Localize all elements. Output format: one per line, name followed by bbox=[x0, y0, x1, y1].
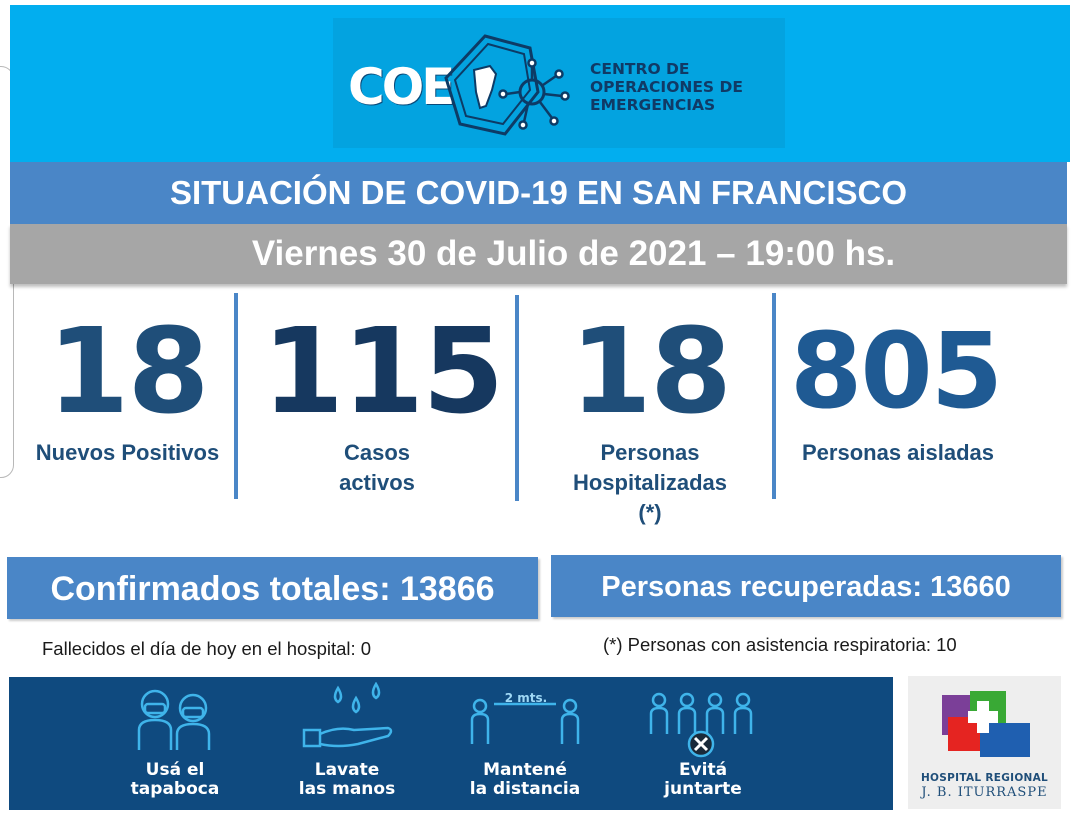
stat-label: Casos bbox=[343, 440, 411, 465]
hospital-cross-icon bbox=[942, 691, 1030, 757]
mask-icon bbox=[137, 689, 211, 750]
rule-distance: Mantené la distancia bbox=[450, 761, 600, 799]
stat-value: 18 bbox=[569, 302, 732, 440]
coe-logo-text: COE bbox=[348, 58, 455, 116]
stat-label: Personas aisladas bbox=[802, 440, 995, 465]
stat-label: Hospitalizadas bbox=[572, 470, 728, 495]
stat-label: Nuevos Positivos bbox=[35, 440, 220, 465]
report-date: Viernes 30 de Julio de 2021 – 19:00 hs. bbox=[10, 224, 1067, 284]
stat-divider bbox=[515, 295, 519, 501]
recovered-total-box: Personas recuperadas: 13660 bbox=[551, 555, 1061, 617]
coe-logo-panel bbox=[333, 18, 785, 148]
confirmed-total-box: Confirmados totales: 13866 bbox=[7, 557, 538, 619]
coe-emblem-icon bbox=[444, 34, 570, 136]
stat-divider bbox=[234, 293, 238, 499]
coe-org-line-3: EMERGENCIAS bbox=[590, 96, 716, 114]
stat-value: 115 bbox=[262, 302, 504, 440]
deaths-note: Fallecidos el día de hoy en el hospital:… bbox=[42, 638, 372, 659]
stat-active-cases: 115 Casos activos bbox=[262, 302, 504, 498]
rule-distance-line-2: la distancia bbox=[469, 779, 581, 799]
rule-distance-line-1: Mantené bbox=[483, 760, 567, 780]
stat-label: Personas bbox=[600, 440, 700, 465]
rule-mask: Usá el tapaboca bbox=[100, 761, 250, 799]
coe-org-line-1: CENTRO DE bbox=[590, 60, 690, 78]
stat-new-positives: 18 Nuevos Positivos bbox=[20, 302, 235, 468]
rule-mask-line-1: Usá el bbox=[145, 760, 205, 780]
rule-handwash-line-2: las manos bbox=[298, 779, 396, 799]
prevention-banner bbox=[9, 677, 893, 810]
rule-no-gathering-line-1: Evitá bbox=[678, 760, 728, 780]
rule-mask-line-2: tapaboca bbox=[130, 779, 220, 799]
distance-value: 2 mts. bbox=[504, 691, 548, 705]
no-gathering-icon bbox=[649, 692, 753, 758]
stat-value: 18 bbox=[47, 302, 209, 440]
distance-icon bbox=[470, 698, 580, 744]
handwash-icon bbox=[302, 682, 393, 748]
stat-value: 805 bbox=[790, 310, 1003, 432]
rule-no-gathering-line-2: juntarte bbox=[664, 779, 742, 799]
stat-divider bbox=[772, 293, 776, 499]
rule-no-gathering: Evitá juntarte bbox=[628, 761, 778, 799]
rule-handwash: Lavate las manos bbox=[272, 761, 422, 799]
stat-hospitalized: 18 Personas Hospitalizadas (*) bbox=[545, 302, 755, 528]
rule-handwash-line-1: Lavate bbox=[314, 760, 380, 780]
stat-label: activos bbox=[339, 470, 415, 495]
page-title: SITUACIÓN DE COVID-19 EN SAN FRANCISCO bbox=[10, 162, 1067, 224]
coe-org-line-2: OPERACIONES DE bbox=[590, 78, 743, 96]
hospital-subname: J. B. ITURRASPE bbox=[921, 785, 1048, 800]
stat-isolated: 805 Personas aisladas bbox=[790, 316, 1020, 468]
coe-org-name: CENTRO DE OPERACIONES DE EMERGENCIAS bbox=[590, 60, 790, 114]
stat-label: (*) bbox=[638, 500, 662, 525]
hospital-name: HOSPITAL REGIONAL bbox=[920, 772, 1049, 784]
respiratory-note: (*) Personas con asistencia respiratoria… bbox=[603, 634, 957, 655]
